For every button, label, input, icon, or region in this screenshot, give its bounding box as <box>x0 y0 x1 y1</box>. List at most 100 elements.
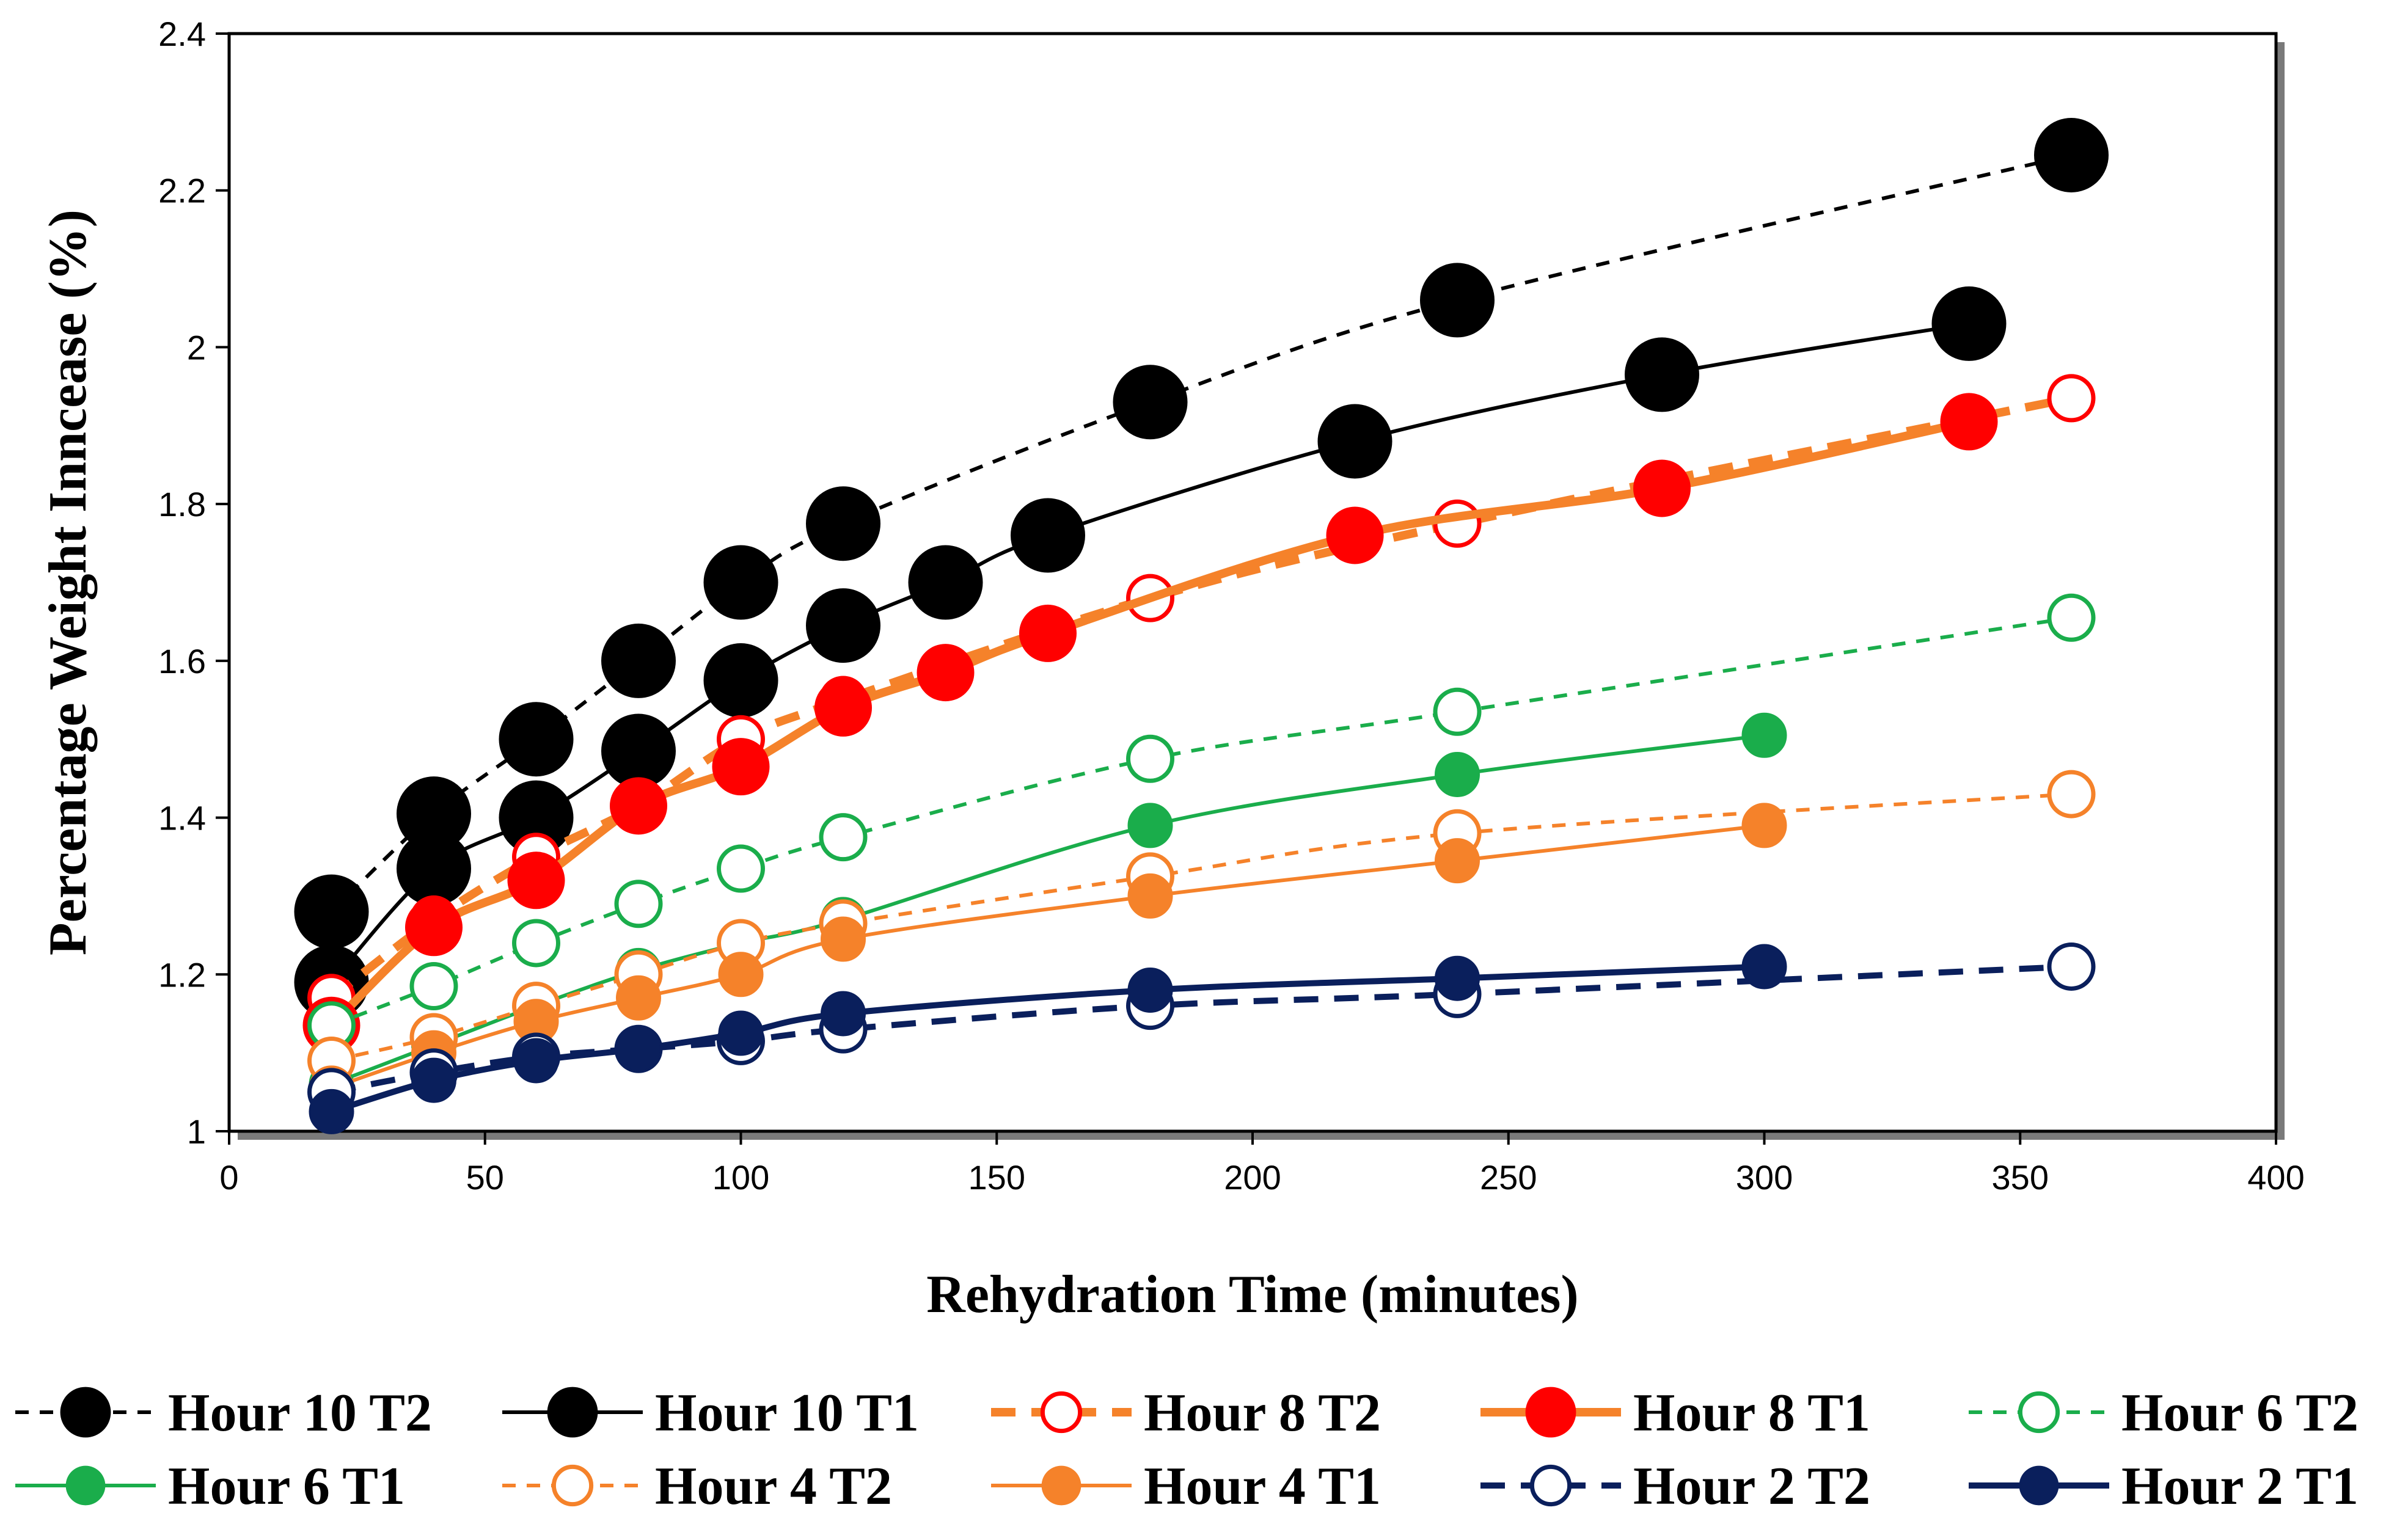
y-tick-label: 1.2 <box>158 955 206 994</box>
data-point-hour-2-t1 <box>616 1026 661 1072</box>
x-tick-label: 250 <box>1480 1158 1537 1197</box>
legend-marker-hour-10-t2 <box>60 1387 111 1438</box>
data-point-hour-8-t1 <box>610 777 667 835</box>
legend-marker-hour-4-t2 <box>551 1464 594 1507</box>
data-point-hour-4-t1 <box>1741 803 1787 848</box>
legend-marker-hour-8-t2 <box>1040 1391 1083 1434</box>
legend-marker-hour-6-t2 <box>2018 1391 2060 1434</box>
legend-item-hour-2-t2: Hour 2 T2 <box>1480 1457 1870 1516</box>
legend-marker-hour-10-t1 <box>547 1387 598 1438</box>
legend-item-hour-2-t1: Hour 2 T1 <box>1969 1457 2359 1516</box>
legend-marker-hour-4-t1 <box>1041 1465 1081 1506</box>
series-hour-6-t2 <box>307 593 2096 1050</box>
data-point-hour-8-t1 <box>917 644 975 702</box>
legend-label-hour-6-t1: Hour 6 T1 <box>168 1457 405 1516</box>
data-point-hour-2-t1 <box>411 1057 456 1103</box>
data-point-hour-10-t2 <box>1420 263 1495 338</box>
y-axis-title: Percentage Weight Inncease (%) <box>38 210 98 955</box>
data-point-hour-4-t1 <box>821 916 866 962</box>
data-point-hour-10-t2 <box>2034 117 2109 192</box>
x-tick-label: 0 <box>219 1158 238 1197</box>
data-point-hour-4-t1 <box>616 975 661 1021</box>
data-point-hour-10-t1 <box>908 545 983 620</box>
data-point-hour-10-t2 <box>703 545 778 620</box>
legend-item-hour-6-t2: Hour 6 T2 <box>1969 1384 2359 1443</box>
data-point-hour-4-t2 <box>2047 770 2096 819</box>
data-point-hour-8-t1 <box>712 738 770 796</box>
series-line-hour-6-t2 <box>331 616 2072 1027</box>
legend-label-hour-10-t1: Hour 10 T1 <box>655 1384 919 1443</box>
series-hour-10-t1 <box>294 286 2007 1020</box>
x-tick-label: 50 <box>466 1158 504 1197</box>
legend-marker-hour-2-t1 <box>2019 1465 2059 1506</box>
legend-label-hour-8-t2: Hour 8 T2 <box>1144 1384 1381 1443</box>
data-point-hour-4-t1 <box>1127 873 1173 919</box>
legend-item-hour-8-t2: Hour 8 T2 <box>991 1384 1381 1443</box>
data-point-hour-10-t1 <box>806 588 880 663</box>
x-axis-title: Rehydration Time (minutes) <box>926 1265 1578 1324</box>
legend-label-hour-2-t2: Hour 2 T2 <box>1633 1457 1870 1516</box>
legend-label-hour-2-t1: Hour 2 T1 <box>2121 1457 2359 1516</box>
data-point-hour-6-t1 <box>1127 803 1173 848</box>
legend-item-hour-6-t1: Hour 6 T1 <box>15 1457 405 1516</box>
x-tick-label: 150 <box>968 1158 1025 1197</box>
data-point-hour-10-t1 <box>703 643 778 718</box>
data-point-hour-10-t2 <box>1113 365 1188 440</box>
data-point-hour-8-t1 <box>405 899 463 957</box>
data-point-hour-10-t1 <box>601 713 676 789</box>
legend-item-hour-8-t1: Hour 8 T1 <box>1480 1384 1870 1443</box>
data-point-hour-4-t1 <box>718 952 764 997</box>
data-point-hour-8-t2 <box>1433 499 1482 548</box>
legend-item-hour-10-t2: Hour 10 T2 <box>15 1384 432 1443</box>
series-hour-2-t1 <box>309 944 1787 1134</box>
y-tick-label: 2.4 <box>158 15 206 53</box>
data-point-hour-2-t1 <box>513 1038 559 1084</box>
data-point-hour-8-t1 <box>1326 506 1384 564</box>
legend-marker-hour-2-t2 <box>1529 1464 1572 1507</box>
y-tick-label: 2 <box>187 328 206 366</box>
legend-label-hour-4-t2: Hour 4 T2 <box>655 1457 892 1516</box>
data-point-hour-2-t1 <box>1435 955 1480 1001</box>
legend-item-hour-10-t1: Hour 10 T1 <box>502 1384 919 1443</box>
x-tick-label: 100 <box>712 1158 769 1197</box>
data-point-hour-2-t2 <box>2047 942 2096 991</box>
x-tick-label: 400 <box>2247 1158 2304 1197</box>
legend-marker-hour-8-t1 <box>1525 1387 1576 1438</box>
y-tick-label: 1 <box>187 1112 206 1151</box>
x-tick-label: 200 <box>1224 1158 1281 1197</box>
data-point-hour-8-t1 <box>507 851 565 910</box>
data-point-hour-6-t2 <box>819 813 868 862</box>
legend-label-hour-8-t1: Hour 8 T1 <box>1633 1384 1870 1443</box>
legend-item-hour-4-t2: Hour 4 T2 <box>502 1457 892 1516</box>
data-point-hour-10-t1 <box>1625 337 1699 412</box>
legend-label-hour-10-t2: Hour 10 T2 <box>168 1384 432 1443</box>
y-tick-label: 1.6 <box>158 642 206 680</box>
data-point-hour-6-t2 <box>409 962 458 1011</box>
data-point-hour-6-t1 <box>1435 751 1480 797</box>
data-point-hour-6-t2 <box>614 880 663 928</box>
x-tick-label: 300 <box>1736 1158 1793 1197</box>
data-point-hour-10-t2 <box>499 702 574 777</box>
data-point-hour-6-t1 <box>1741 712 1787 758</box>
x-tick-label: 350 <box>1992 1158 2049 1197</box>
data-point-hour-2-t1 <box>1741 944 1787 990</box>
data-point-hour-8-t1 <box>814 679 872 737</box>
data-point-hour-10-t1 <box>1317 404 1392 479</box>
legend-label-hour-6-t2: Hour 6 T2 <box>2121 1384 2359 1443</box>
data-point-hour-4-t1 <box>1435 838 1480 884</box>
data-point-hour-10-t1 <box>1011 498 1085 573</box>
y-tick-label: 2.2 <box>158 172 206 210</box>
data-point-hour-10-t2 <box>294 874 369 949</box>
plot-area <box>227 32 2278 1133</box>
data-point-hour-8-t2 <box>2047 374 2096 423</box>
data-point-hour-8-t1 <box>1940 393 1998 451</box>
y-tick-label: 1.8 <box>158 485 206 523</box>
data-point-hour-2-t1 <box>1127 967 1173 1013</box>
data-point-hour-6-t2 <box>2047 593 2096 642</box>
data-point-hour-8-t1 <box>1633 459 1691 517</box>
data-point-hour-6-t2 <box>1126 734 1174 783</box>
data-point-hour-8-t1 <box>1019 604 1077 662</box>
data-point-hour-10-t1 <box>1931 286 2007 361</box>
data-point-hour-6-t2 <box>717 844 765 893</box>
